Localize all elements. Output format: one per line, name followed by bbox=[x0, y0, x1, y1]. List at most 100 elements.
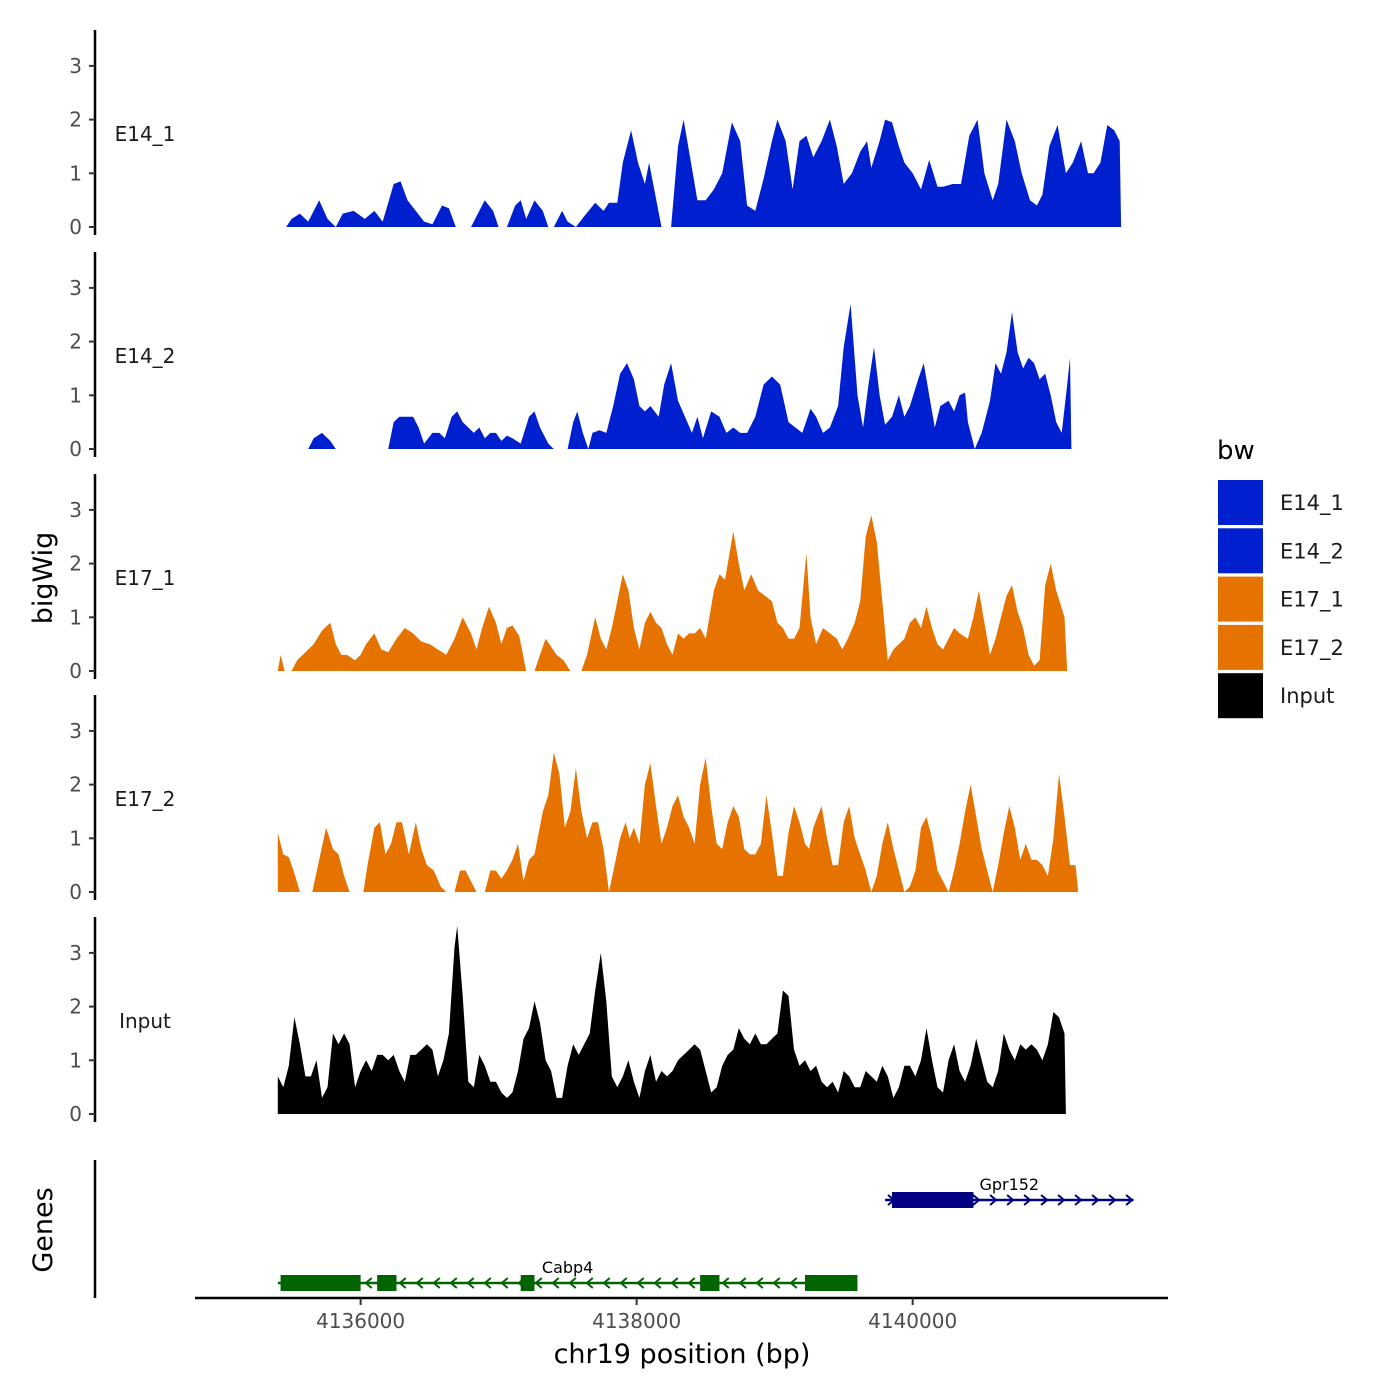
track-e17-2: 0 1 2 3 E17_2 bbox=[69, 695, 1079, 904]
strand-arrow bbox=[1125, 1194, 1134, 1206]
y-tick-label: 2 bbox=[69, 108, 82, 132]
strand-arrow bbox=[398, 1277, 407, 1289]
x-tick-label: 4140000 bbox=[868, 1309, 957, 1333]
strand-arrow bbox=[364, 1277, 373, 1289]
track-label-e14-2: E14_2 bbox=[115, 344, 176, 368]
gene-exon bbox=[805, 1275, 858, 1291]
y-tick-label: 3 bbox=[69, 719, 82, 743]
strand-arrow bbox=[1074, 1194, 1083, 1206]
y-tick-label: 1 bbox=[69, 826, 82, 850]
strand-arrow bbox=[1006, 1194, 1015, 1206]
track-label-e17-1: E17_1 bbox=[115, 566, 176, 590]
strand-arrow bbox=[670, 1277, 679, 1289]
strand-arrow bbox=[466, 1277, 475, 1289]
strand-arrow bbox=[449, 1277, 458, 1289]
strand-arrow bbox=[738, 1277, 747, 1289]
strand-arrow bbox=[989, 1194, 998, 1206]
legend: bw E14_1 E14_2 E17_1 E17_2 Input bbox=[1217, 436, 1344, 719]
gene-label-gpr152: Gpr152 bbox=[979, 1175, 1039, 1194]
legend-key-e17-1 bbox=[1218, 576, 1263, 622]
legend-key-e14-1 bbox=[1218, 480, 1263, 525]
strand-arrow bbox=[585, 1277, 594, 1289]
strand-arrow bbox=[1040, 1194, 1049, 1206]
y-tick-label: 2 bbox=[69, 552, 82, 576]
track-label-input: Input bbox=[119, 1009, 171, 1033]
y-tick-label: 0 bbox=[69, 1102, 82, 1126]
legend-key-e17-2 bbox=[1218, 624, 1263, 670]
legend-label-e17-1: E17_1 bbox=[1280, 588, 1344, 613]
gene-gpr152: Gpr152 bbox=[885, 1175, 1134, 1208]
y-tick-label: 3 bbox=[69, 54, 82, 78]
strand-arrow bbox=[772, 1277, 781, 1289]
strand-arrow bbox=[1057, 1194, 1066, 1206]
strand-arrow bbox=[619, 1277, 628, 1289]
y-tick-label: 1 bbox=[69, 1048, 82, 1072]
track-label-e17-2: E17_2 bbox=[115, 787, 176, 811]
x-tick-label: 4136000 bbox=[316, 1309, 405, 1333]
coverage-area-e17-2 bbox=[277, 752, 1079, 892]
gene-exon bbox=[891, 1192, 974, 1208]
genes-axis-title: Genes bbox=[28, 1187, 59, 1272]
track-e17-1: 0 1 2 3 E17_1 bbox=[69, 474, 1068, 683]
coverage-area-e17-1 bbox=[277, 515, 1068, 671]
legend-label-e14-1: E14_1 bbox=[1280, 491, 1344, 516]
strand-arrow bbox=[636, 1277, 645, 1289]
y-tick-label: 3 bbox=[69, 498, 82, 522]
legend-key-input bbox=[1218, 673, 1263, 719]
coverage-area-input bbox=[277, 926, 1066, 1114]
x-tick-label: 4138000 bbox=[592, 1309, 681, 1333]
gene-exon bbox=[520, 1275, 535, 1291]
strand-arrow bbox=[972, 1194, 981, 1206]
gene-exon bbox=[280, 1275, 361, 1291]
coverage-area-e14-1 bbox=[286, 119, 1122, 227]
track-e14-2: 0 1 2 3 E14_2 bbox=[69, 252, 1072, 461]
gene-exon bbox=[700, 1275, 720, 1291]
track-e14-1: 0 1 2 3 E14_1 bbox=[69, 30, 1122, 239]
strand-arrow bbox=[653, 1277, 662, 1289]
gene-cabp4: Cabp4 bbox=[277, 1258, 858, 1291]
strand-arrow bbox=[1091, 1194, 1100, 1206]
y-tick-label: 0 bbox=[69, 215, 82, 239]
strand-arrow bbox=[1023, 1194, 1032, 1206]
legend-label-e14-2: E14_2 bbox=[1280, 539, 1344, 564]
signal-tracks: 0 1 2 3 E14_1 0 1 2 3 E14_2 0 1 2 3 E17_1 0 1 2 3 E17_2 0 1 2 3… bbox=[69, 30, 1122, 1126]
strand-arrow bbox=[602, 1277, 611, 1289]
y-tick-label: 0 bbox=[69, 659, 82, 683]
y-tick-label: 3 bbox=[69, 941, 82, 965]
coverage-area-e14-2 bbox=[308, 304, 1072, 449]
strand-arrow bbox=[534, 1277, 543, 1289]
y-tick-label: 2 bbox=[69, 995, 82, 1019]
y-tick-label: 1 bbox=[69, 383, 82, 407]
strand-arrow bbox=[568, 1277, 577, 1289]
gene-exon bbox=[377, 1275, 397, 1291]
x-axis: 4136000 4138000 4140000 bbox=[195, 1296, 1168, 1333]
y-tick-label: 1 bbox=[69, 161, 82, 185]
y-axis-title: bigWig bbox=[28, 532, 59, 625]
track-label-e14-1: E14_1 bbox=[115, 122, 176, 146]
legend-label-e17-2: E17_2 bbox=[1280, 636, 1344, 661]
legend-key-e14-2 bbox=[1218, 528, 1263, 574]
strand-arrow bbox=[687, 1277, 696, 1289]
x-axis-title: chr19 position (bp) bbox=[554, 1339, 811, 1370]
y-tick-label: 0 bbox=[69, 880, 82, 904]
legend-title: bw bbox=[1217, 436, 1255, 466]
y-tick-label: 3 bbox=[69, 276, 82, 300]
strand-arrow bbox=[755, 1277, 764, 1289]
strand-arrow bbox=[483, 1277, 492, 1289]
strand-arrow bbox=[789, 1277, 798, 1289]
strand-arrow bbox=[500, 1277, 509, 1289]
track-input: 0 1 2 3 Input bbox=[69, 917, 1066, 1126]
gene-label-cabp4: Cabp4 bbox=[542, 1258, 593, 1277]
strand-arrow bbox=[721, 1277, 730, 1289]
y-tick-label: 0 bbox=[69, 437, 82, 461]
y-tick-label: 1 bbox=[69, 605, 82, 629]
genes-panel: Gpr152 Cabp4 bbox=[93, 1160, 1134, 1298]
y-tick-label: 2 bbox=[69, 773, 82, 797]
y-tick-label: 2 bbox=[69, 330, 82, 354]
strand-arrow bbox=[1108, 1194, 1117, 1206]
strand-arrow bbox=[432, 1277, 441, 1289]
strand-arrow bbox=[415, 1277, 424, 1289]
strand-arrow bbox=[551, 1277, 560, 1289]
legend-label-input: Input bbox=[1280, 684, 1334, 708]
